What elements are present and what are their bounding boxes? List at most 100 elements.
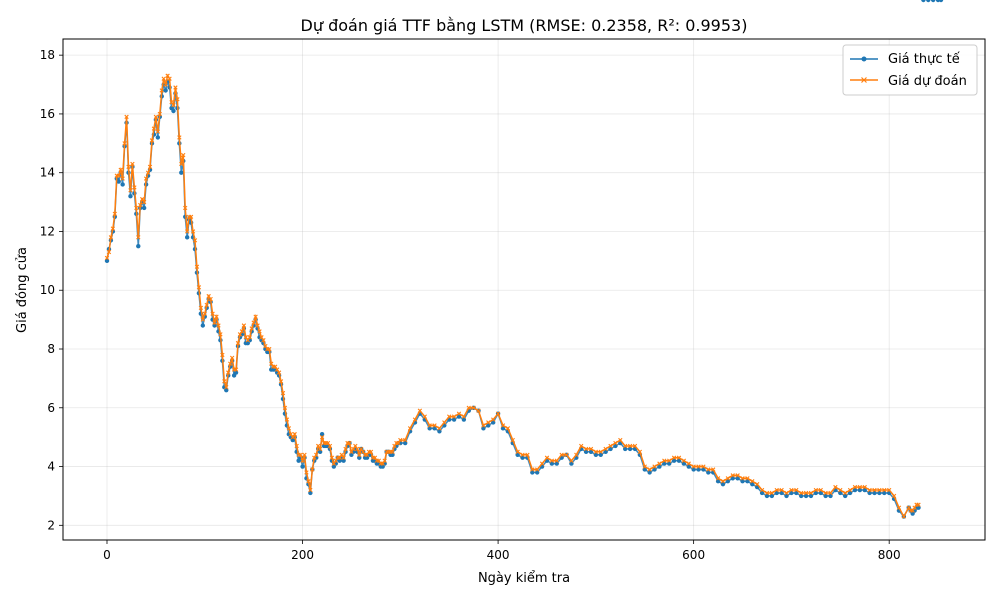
point-predicted (261, 337, 266, 343)
point-predicted (196, 285, 202, 290)
point-predicted (686, 461, 691, 466)
point-predicted (147, 164, 153, 170)
y-axis-label: Giá đóng cửa (15, 247, 30, 333)
point-predicted (327, 443, 333, 449)
point-predicted (163, 82, 168, 87)
point-predicted (315, 443, 321, 449)
point-predicted (331, 461, 337, 466)
point-predicted (157, 111, 162, 117)
point-predicted (192, 238, 198, 243)
point-predicted (618, 437, 623, 443)
point-predicted (476, 408, 481, 413)
point-predicted (357, 452, 362, 457)
point-predicted (243, 335, 249, 340)
chart-title: Dự đoán giá TTF bằng LSTM (RMSE: 0.2358,… (301, 16, 748, 35)
x-tick-label: 400 (487, 548, 510, 562)
point-predicted (632, 443, 638, 449)
x-axis-label: Ngày kiểm tra (478, 571, 570, 586)
point-predicted (471, 405, 476, 410)
point-predicted (603, 446, 608, 452)
point-predicted (588, 446, 594, 452)
point-predicted (106, 249, 112, 255)
point-predicted (569, 458, 574, 463)
point-predicted (505, 426, 511, 431)
point-predicted (823, 490, 828, 496)
y-tick-label: 14 (40, 166, 55, 180)
point-predicted (554, 458, 559, 463)
series-line-actual (106, 78, 919, 518)
point-predicted (657, 461, 662, 466)
point-predicted (292, 432, 297, 437)
point-predicted (515, 449, 520, 455)
point-predicted (637, 449, 643, 455)
point-predicted (647, 467, 652, 472)
point-predicted (912, 505, 917, 510)
point-predicted (720, 479, 726, 484)
point-predicted (317, 446, 323, 452)
point-predicted (233, 367, 239, 372)
point-predicted (134, 205, 139, 211)
point-predicted (574, 452, 579, 457)
point-predicted (239, 329, 245, 334)
point-predicted (241, 323, 247, 328)
point-predicted (302, 452, 307, 457)
point-predicted (549, 458, 555, 463)
x-axis: 0 200 400 600 800 (103, 540, 901, 562)
point-predicted (104, 255, 110, 261)
point-predicted (177, 135, 182, 140)
point-predicted (173, 85, 178, 90)
point-predicted (183, 205, 188, 211)
point-predicted (188, 214, 194, 219)
point-predicted (200, 317, 206, 322)
x-tick-label: 600 (682, 548, 705, 562)
point-predicted (353, 443, 358, 449)
point-predicted (337, 455, 342, 460)
y-axis: 2 4 6 8 10 12 14 16 18 (40, 48, 63, 532)
legend-label-actual: Giá thực tế (888, 52, 960, 67)
point-actual (300, 464, 305, 469)
point-predicted (138, 202, 143, 208)
point-predicted (613, 440, 618, 446)
point-predicted (118, 167, 123, 172)
point-predicted (725, 476, 731, 481)
point-predicted (862, 484, 867, 490)
point-predicted (896, 505, 902, 510)
point-predicted (872, 487, 877, 493)
series-layer (104, 0, 944, 519)
point-predicted (229, 355, 235, 361)
point-predicted (216, 323, 221, 328)
point-predicted (208, 296, 213, 302)
point-actual (938, 0, 944, 3)
point-predicted (359, 446, 364, 452)
point-actual (141, 205, 147, 211)
point-actual (921, 0, 926, 3)
point-predicted (764, 490, 770, 496)
legend: Giá thực tế Giá dự đoán (842, 44, 978, 96)
point-predicted (372, 455, 378, 460)
point-predicted (255, 323, 260, 328)
point-actual (163, 88, 168, 93)
point-predicted (210, 311, 215, 316)
point-actual (926, 0, 931, 3)
point-predicted (789, 487, 794, 493)
point-predicted (347, 440, 352, 446)
point-predicted (906, 505, 911, 510)
point-predicted (161, 76, 166, 81)
point-actual (120, 182, 125, 187)
point-predicted (437, 426, 442, 431)
point-actual (171, 108, 176, 114)
point-predicted (422, 414, 427, 419)
point-predicted (833, 484, 838, 490)
point-predicted (525, 452, 530, 457)
point-predicted (740, 476, 745, 481)
point-predicted (276, 370, 282, 375)
point-predicted (319, 434, 325, 440)
point-actual (128, 194, 133, 199)
point-predicted (237, 332, 243, 337)
point-predicted (891, 493, 897, 499)
x-tick-label: 800 (878, 548, 901, 562)
point-predicted (456, 411, 462, 416)
point-predicted (417, 408, 423, 413)
point-predicted (110, 226, 116, 231)
point-actual (179, 170, 184, 175)
